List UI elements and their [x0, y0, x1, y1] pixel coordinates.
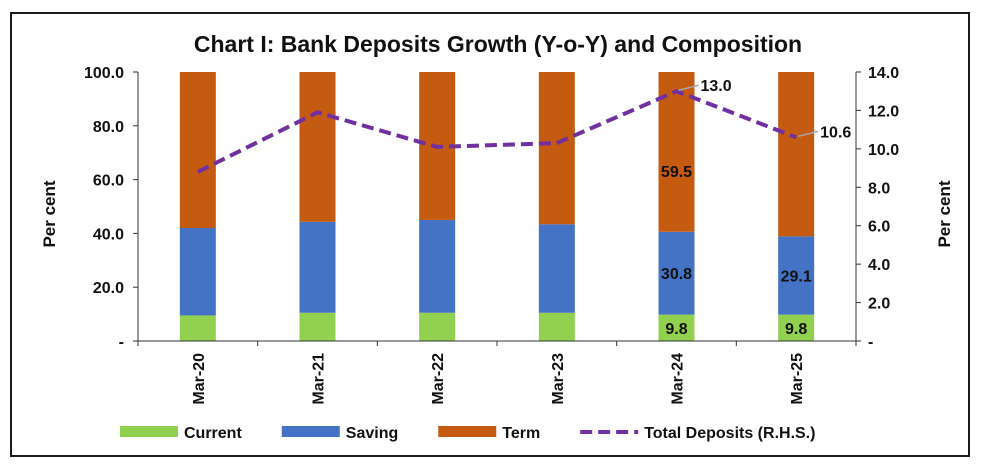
data-label-current-mar-24: 9.8: [665, 321, 687, 338]
bar-term-mar-23: [538, 72, 575, 225]
x-tick-label-mar-24: Mar-24: [670, 353, 687, 405]
bars-group: [179, 72, 815, 341]
bar-saving-mar-21: [299, 221, 336, 313]
leader-line: [678, 84, 699, 91]
bar-term-mar-21: [299, 72, 336, 222]
line-series-total-deposits: [196, 89, 797, 174]
y-tick-label: 20.0: [93, 280, 124, 297]
data-label-total-deposits-r-h-s-mar-25: 10.6: [820, 124, 851, 141]
y2-tick-label: 2.0: [868, 296, 890, 313]
chart-title: Chart I: Bank Deposits Growth (Y-o-Y) an…: [194, 31, 802, 57]
legend-label-total-deposits-r-h-s: Total Deposits (R.H.S.): [644, 425, 815, 442]
data-labels-group: 9.8 9.8 30.8 29.1 59.5 13.0 10.6: [661, 78, 851, 338]
data-label-term-mar-24: 59.5: [661, 164, 692, 181]
bar-current-mar-24: [658, 314, 695, 341]
y2-tick-label: 6.0: [868, 219, 890, 236]
legend-label-current: Current: [184, 425, 242, 442]
y2-tick-label: 8.0: [868, 180, 890, 197]
bar-saving-mar-24: [658, 231, 695, 315]
bar-current-mar-20: [179, 315, 216, 341]
line-group: [196, 89, 797, 174]
legend: Current Saving Term Total Deposits (R.H.S.): [120, 425, 815, 442]
x-tick-label-mar-20: Mar-20: [191, 353, 208, 405]
x-tick-label-mar-21: Mar-21: [311, 353, 328, 405]
y-tick-label: 40.0: [93, 226, 124, 243]
y2-tick-label: 10.0: [868, 142, 899, 159]
legend-swatch-saving: [281, 426, 340, 437]
leader-line: [797, 130, 819, 138]
bar-saving-mar-25: [778, 236, 815, 315]
bar-current-mar-25: [778, 314, 815, 341]
y-tick-label: 100.0: [84, 65, 124, 82]
legend-swatch-term: [438, 426, 497, 437]
y-tick-label: -: [119, 334, 124, 351]
bar-saving-mar-22: [419, 219, 456, 313]
data-label-saving-mar-25: 29.1: [781, 268, 812, 285]
y2-tick-label: 12.0: [868, 103, 899, 120]
legend-swatch-current: [120, 426, 178, 437]
data-label-current-mar-25: 9.8: [785, 321, 807, 338]
data-label-saving-mar-24: 30.8: [661, 266, 692, 283]
x-tick-label-mar-22: Mar-22: [430, 353, 447, 405]
chart: Chart I: Bank Deposits Growth (Y-o-Y) an…: [40, 31, 954, 442]
y-tick-label: 60.0: [93, 173, 124, 190]
bar-term-mar-24: [658, 72, 695, 232]
bar-saving-mar-23: [538, 224, 575, 313]
x-tick-label-mar-25: Mar-25: [789, 353, 806, 405]
y2-axis-label: Per cent: [935, 180, 954, 247]
bar-current-mar-22: [419, 312, 456, 341]
bar-saving-mar-20: [179, 228, 216, 316]
legend-label-term: Term: [502, 425, 540, 442]
bar-current-mar-23: [538, 312, 575, 341]
bar-term-mar-20: [179, 72, 216, 229]
bar-term-mar-25: [778, 72, 815, 237]
y-tick-label: 80.0: [93, 119, 124, 136]
y2-tick-label: 4.0: [868, 257, 890, 274]
bar-current-mar-21: [299, 312, 336, 341]
data-label-total-deposits-r-h-s-mar-24: 13.0: [701, 78, 732, 95]
x-tick-label-mar-23: Mar-23: [550, 353, 567, 405]
axes-group: - 20.0 40.0 60.0 80.0 100.0 - 2.0 4.0 6.0 8.0 10.0 1…: [84, 65, 899, 405]
chart-frame: Chart I: Bank Deposits Growth (Y-o-Y) an…: [10, 12, 970, 457]
y2-tick-label: 14.0: [868, 65, 899, 82]
y2-tick-label: -: [868, 334, 873, 351]
legend-label-saving: Saving: [346, 425, 398, 442]
y-axis-label: Per cent: [40, 180, 59, 247]
